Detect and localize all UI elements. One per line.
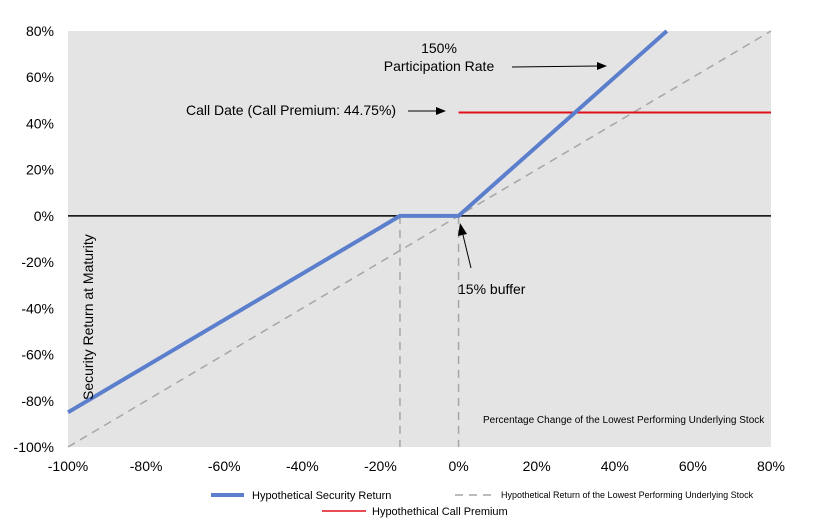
y-tick-label: 20% (26, 162, 54, 178)
x-tick-label: -100% (48, 458, 88, 474)
y-tick-label: 40% (26, 115, 54, 131)
x-tick-label: 0% (448, 458, 468, 474)
legend-label-call-premium: Hypothethical Call Premium (372, 506, 508, 518)
y-tick-label: -60% (21, 347, 54, 363)
x-tick-label: -20% (364, 458, 397, 474)
legend-label-security-return: Hypothetical Security Return (252, 490, 391, 502)
x-tick-label: -60% (208, 458, 241, 474)
call-date-arrowhead (436, 107, 446, 115)
legend: Hypothetical Security Return Hypothetica… (211, 490, 754, 518)
x-tick-label: 80% (757, 458, 785, 474)
reference-lines (399, 215, 460, 447)
series-lines (66, 29, 772, 448)
x-tick-label: 20% (523, 458, 551, 474)
x-axis-description: Percentage Change of the Lowest Performi… (483, 415, 765, 426)
y-tick-label: 80% (26, 23, 54, 39)
participation-arrow (511, 65, 599, 68)
y-tick-label: -80% (21, 393, 54, 409)
annotation-participation-rate-value: 150% (421, 40, 457, 56)
x-tick-label: 60% (679, 458, 707, 474)
series-line-underlying-return (67, 30, 772, 448)
annotation-call-date: Call Date (Call Premium: 44.75%) (186, 102, 396, 118)
x-tick-label: 40% (601, 458, 629, 474)
y-axis-ticks: -100% -80% -60% -40% -20% 0% 20% 40% 60% 80% (14, 23, 54, 455)
annotation-participation-rate-label: Participation Rate (384, 58, 495, 74)
x-axis-ticks: -100% -80% -60% -40% -20% 0% 20% 40% 60% 80% (48, 458, 785, 474)
x-tick-label: -40% (286, 458, 319, 474)
y-axis-label: Security Return at Maturity (80, 234, 96, 400)
buffer-arrow (462, 234, 472, 269)
y-tick-label: -40% (21, 300, 54, 316)
buffer-arrowhead (458, 223, 467, 236)
series-line-security-return (66, 29, 669, 415)
participation-arrowhead (597, 62, 607, 70)
legend-label-underlying-return: Hypothetical Return of the Lowest Perfor… (501, 490, 754, 500)
x-tick-label: -80% (130, 458, 163, 474)
y-tick-label: 60% (26, 69, 54, 85)
y-tick-label: 0% (34, 208, 54, 224)
y-tick-label: -100% (14, 439, 54, 455)
annotation-buffer: 15% buffer (458, 281, 526, 297)
y-tick-label: -20% (21, 254, 54, 270)
